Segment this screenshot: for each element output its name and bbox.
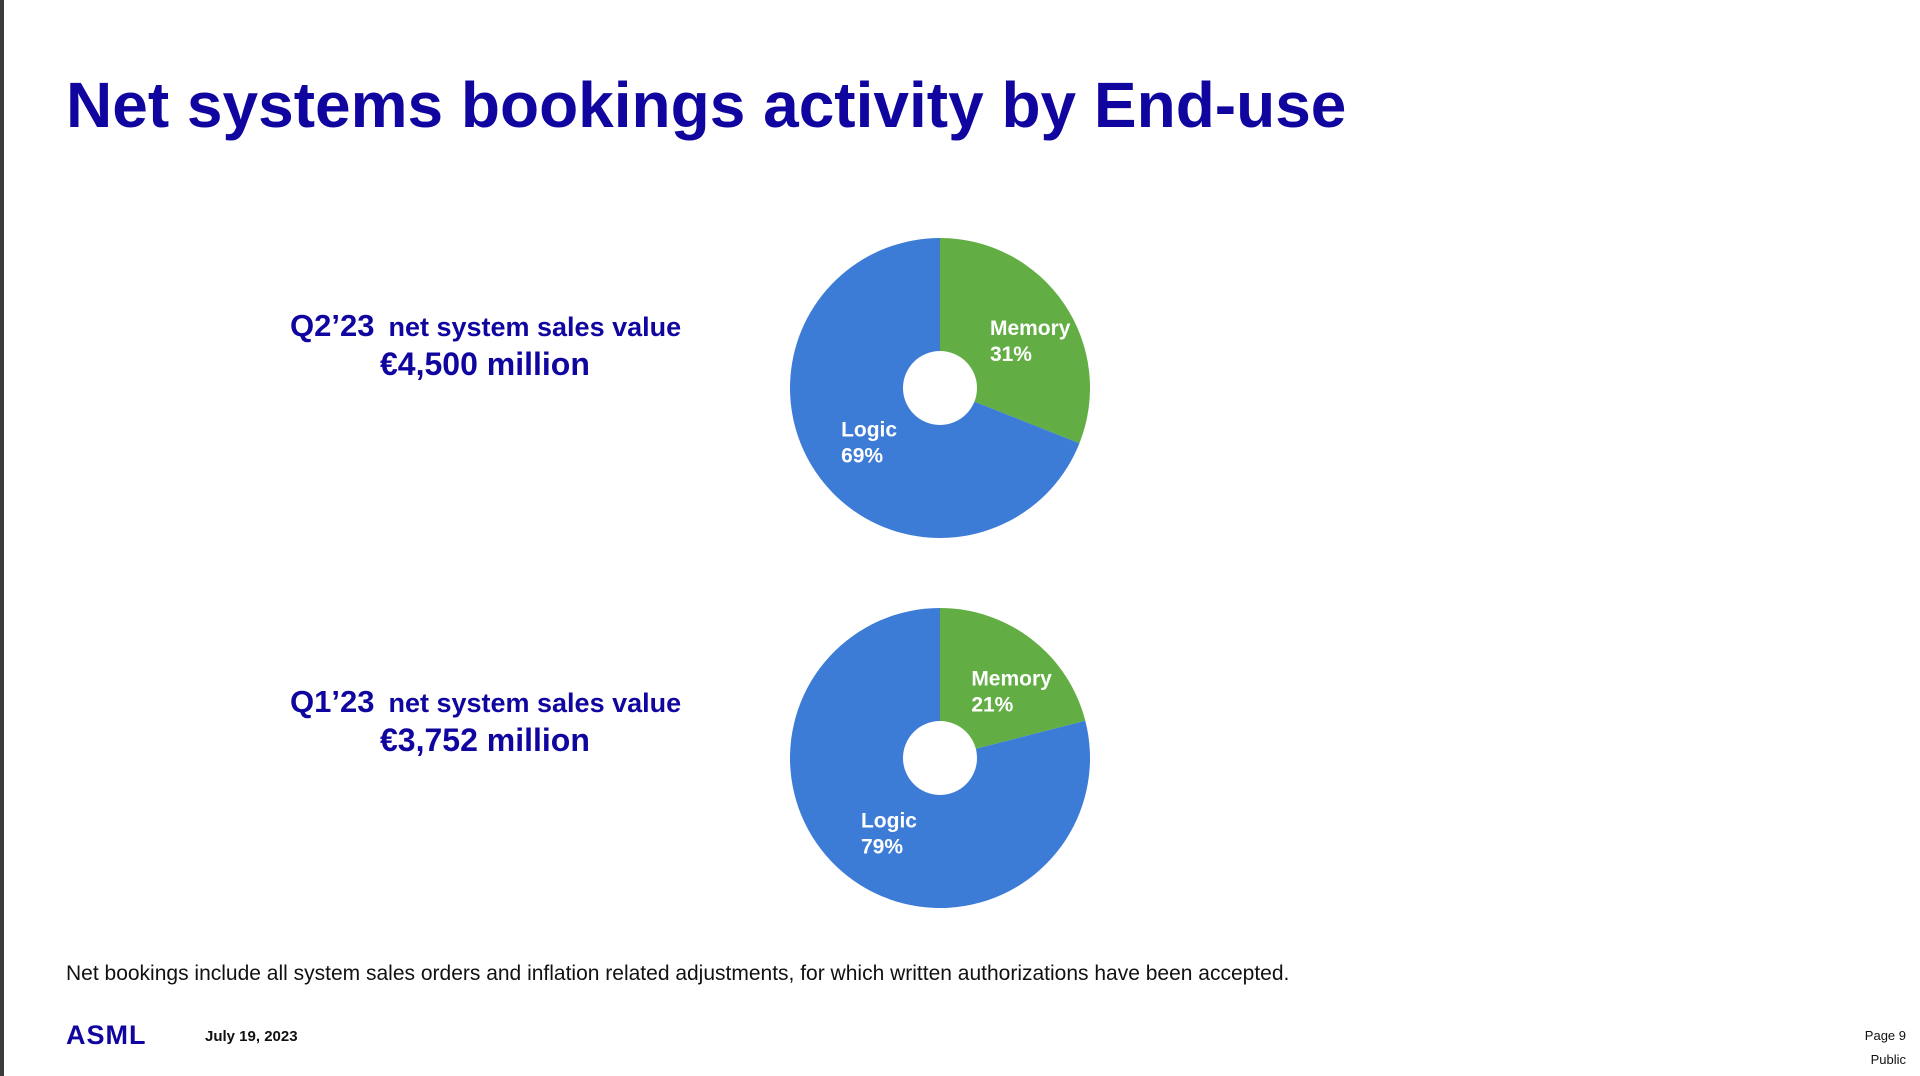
pie-percent-logic: 79% xyxy=(861,835,903,858)
q1-description: net system sales value xyxy=(388,688,682,718)
pie-percent-memory: 21% xyxy=(971,693,1013,716)
q1-sales-value: €3,752 million xyxy=(380,722,590,758)
pie-label-memory: Memory xyxy=(971,667,1052,690)
q2-quarter-label: Q2’23 xyxy=(290,308,375,343)
slide-date: July 19, 2023 xyxy=(205,1028,298,1045)
footnote: Net bookings include all system sales or… xyxy=(66,962,1290,985)
page-number: Page 9 xyxy=(1864,1028,1906,1043)
q1-pie-chart: Memory 21% Logic 79% xyxy=(790,608,1090,908)
q2-sales-value: €4,500 million xyxy=(380,346,590,382)
pie-label-logic: Logic xyxy=(861,809,917,832)
pie-slice-memory xyxy=(940,238,1090,444)
pie-center-hole xyxy=(903,351,977,425)
q2-heading: Q2’23 net system sales value xyxy=(290,308,710,344)
q2-sales-block: Q2’23 net system sales value €4,500 milli… xyxy=(290,308,710,383)
pie-slice-memory xyxy=(940,608,1086,758)
pie-label-memory: Memory xyxy=(990,317,1071,340)
pie-center-hole xyxy=(903,721,977,795)
asml-logo: ASML xyxy=(66,1020,147,1050)
left-edge-bar xyxy=(0,0,4,1076)
pie-percent-logic: 69% xyxy=(841,444,883,467)
classification-label: Public xyxy=(1870,1052,1906,1067)
pie-percent-memory: 31% xyxy=(990,343,1032,366)
pie-label-logic: Logic xyxy=(841,418,897,441)
q1-sales-block: Q1’23 net system sales value €3,752 milli… xyxy=(290,684,710,759)
q2-description: net system sales value xyxy=(388,312,682,342)
q2-pie-chart: Memory 31% Logic 69% xyxy=(790,238,1090,538)
q1-quarter-label: Q1’23 xyxy=(290,684,375,719)
q1-heading: Q1’23 net system sales value xyxy=(290,684,710,720)
slide-title: Net systems bookings activity by End-use xyxy=(66,69,1347,141)
